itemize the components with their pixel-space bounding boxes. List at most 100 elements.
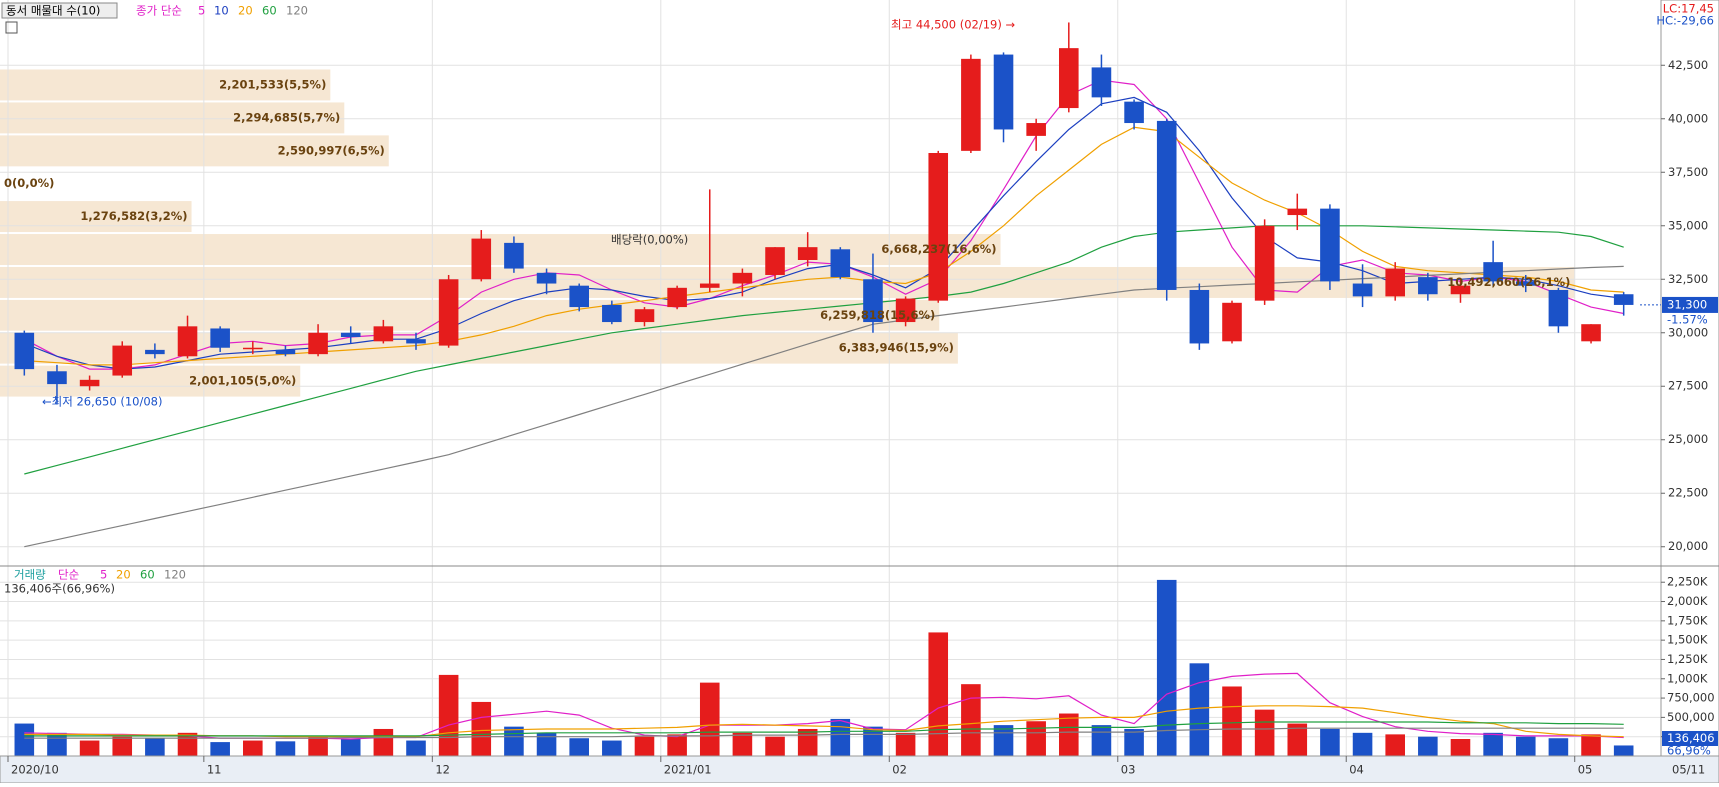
candle-body (1418, 277, 1438, 295)
y-tick-label: 35,000 (1668, 218, 1708, 232)
candle-body (1222, 302, 1242, 342)
candle-body (1548, 289, 1569, 327)
profile-label: 6,259,818(15,6%) (820, 308, 935, 322)
volume-bar (14, 723, 35, 756)
candle-body (634, 309, 655, 323)
volume-bar (830, 718, 851, 756)
x-tick-label: 05 (1578, 763, 1593, 777)
y-tick-label: 40,000 (1668, 111, 1708, 125)
volume-bar (112, 736, 133, 756)
candle-body (1581, 324, 1601, 342)
y-tick-label: 30,000 (1668, 325, 1708, 339)
volume-bar (308, 736, 328, 756)
candle-body (1156, 120, 1177, 290)
marks (14, 22, 1634, 756)
volume-bar (275, 741, 296, 756)
volume-bar (765, 736, 785, 756)
volume-bar (1450, 739, 1471, 756)
candle-body (1189, 289, 1210, 344)
candle-body (1450, 285, 1471, 295)
volume-bar (993, 725, 1014, 756)
profile-bar (0, 69, 331, 101)
volume-bar (1418, 736, 1438, 756)
candle-body (406, 339, 426, 344)
volume-bar (634, 736, 655, 756)
ma-line (24, 721, 1624, 737)
y-tick-label: 2,250K (1667, 575, 1708, 589)
candle-body (79, 379, 100, 387)
high-note: 최고 44,500 (02/19) → (891, 18, 1015, 32)
low-note: ←최저 26,650 (10/08) (42, 395, 162, 409)
candle-body (961, 58, 981, 151)
candle-body (1124, 101, 1144, 124)
candle-body (895, 298, 916, 323)
y-tick-label: 500,000 (1667, 710, 1715, 724)
volume-bar (210, 742, 230, 756)
y-tick-label: 1,250K (1667, 652, 1708, 666)
volume-bar (1352, 732, 1373, 756)
candle-body (1091, 67, 1112, 98)
profile-label: 6,383,946(15,9%) (839, 341, 954, 355)
profile-bar (0, 102, 345, 134)
candle-body (210, 328, 230, 348)
volume-bar (1287, 723, 1308, 756)
profile-label: 1,276,582(3,2%) (80, 209, 187, 223)
volume-bar (406, 740, 426, 756)
candle-body (1483, 262, 1503, 282)
volume-title: 거래량 (14, 568, 46, 582)
volume-bar (1581, 734, 1601, 756)
volume-bar (243, 740, 263, 756)
profile-label: 0(0,0%) (4, 176, 54, 190)
volume-bar (732, 732, 753, 756)
candle-body (340, 332, 361, 338)
volume-bar (1515, 736, 1536, 756)
legend-entry: 5 (198, 4, 205, 18)
volume-bar (895, 732, 916, 756)
volume-bar (961, 684, 981, 756)
profile-bar (0, 234, 1001, 265)
ma-line (24, 225, 1624, 475)
volume-bar (145, 738, 165, 756)
legend-entry: 5 (100, 568, 107, 582)
y-tick-label: 27,500 (1668, 379, 1708, 393)
candle-body (145, 349, 165, 355)
x-tick-label: 04 (1349, 763, 1364, 777)
volume-bar (1222, 686, 1242, 756)
candle-body (1287, 208, 1308, 216)
volume-bar (471, 701, 492, 756)
candle-body (928, 153, 949, 301)
y-tick-label: 22,500 (1668, 486, 1708, 500)
volume-bar (1059, 713, 1079, 756)
profile-bar (0, 135, 389, 167)
candle-body (308, 332, 328, 355)
volume-bar (1385, 734, 1405, 756)
ma-line (24, 727, 1624, 739)
legend-button[interactable] (1, 2, 118, 19)
candle-body (504, 242, 524, 269)
ma-line (24, 96, 1624, 370)
volume-bar (1189, 663, 1210, 756)
candle-body (275, 349, 296, 355)
legend-entry: 120 (286, 4, 308, 18)
lc-label: LC:17,45 (1663, 2, 1714, 16)
candle-body (863, 279, 883, 323)
candle-body (1026, 123, 1046, 136)
candle-body (667, 287, 687, 308)
candle-body (1515, 281, 1536, 286)
current-price: 31,300 (1667, 297, 1707, 311)
table-icon[interactable] (5, 21, 18, 34)
candle-body (471, 238, 492, 280)
candle-body (797, 247, 818, 260)
candle-body (177, 326, 198, 357)
legend-entry: 20 (238, 4, 253, 18)
legend-entry: 60 (262, 4, 277, 18)
x-tick-label: 12 (435, 763, 450, 777)
y-tick-label: 1,750K (1667, 613, 1708, 627)
profile-label: 2,201,533(5,5%) (219, 77, 326, 91)
candle-body (1385, 268, 1405, 297)
candle-body (14, 332, 35, 370)
volume-bar (1156, 579, 1177, 756)
volume-summary: 136,406주(66,96%) (4, 582, 115, 596)
volume-bar (797, 728, 818, 756)
y-tick-label: 2,000K (1667, 594, 1708, 608)
